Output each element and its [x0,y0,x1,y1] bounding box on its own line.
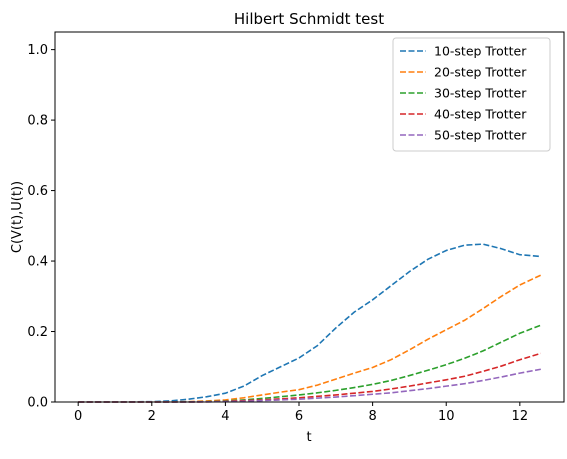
series-line-1 [78,243,541,403]
legend-label-4: 40-step Trotter [434,107,527,122]
x-tick-label: 2 [148,409,156,424]
y-axis: 0.0 0.2 0.4 0.6 0.8 1.0 [27,43,55,411]
y-tick-label: 1.0 [27,43,48,58]
x-tick-label: 12 [512,409,529,424]
legend-label-1: 10-step Trotter [434,44,527,59]
y-tick-label: 0.8 [27,114,48,129]
y-tick-label: 0.6 [27,184,48,199]
chart-title: Hilbert Schmidt test [234,10,384,28]
x-axis-label: t [306,430,311,445]
x-tick-label: 0 [74,409,82,424]
y-axis-label: C(V(t),U(t)) [10,181,25,253]
x-tick-label: 10 [438,409,455,424]
x-tick-label: 4 [221,409,229,424]
legend: 10-step Trotter 20-step Trotter 30-step Tr… [392,37,551,152]
x-axis: 0 2 4 6 8 10 12 [74,402,528,424]
legend-label-2: 20-step Trotter [434,65,527,80]
y-tick-label: 0.0 [27,396,48,411]
legend-label-5: 50-step Trotter [434,128,527,143]
y-tick-label: 0.2 [27,325,48,340]
x-tick-label: 6 [295,409,303,424]
x-tick-label: 8 [368,409,376,424]
legend-label-3: 30-step Trotter [434,86,527,101]
legend-box [392,37,551,152]
y-tick-label: 0.4 [27,255,48,270]
plot-frame [54,31,565,403]
